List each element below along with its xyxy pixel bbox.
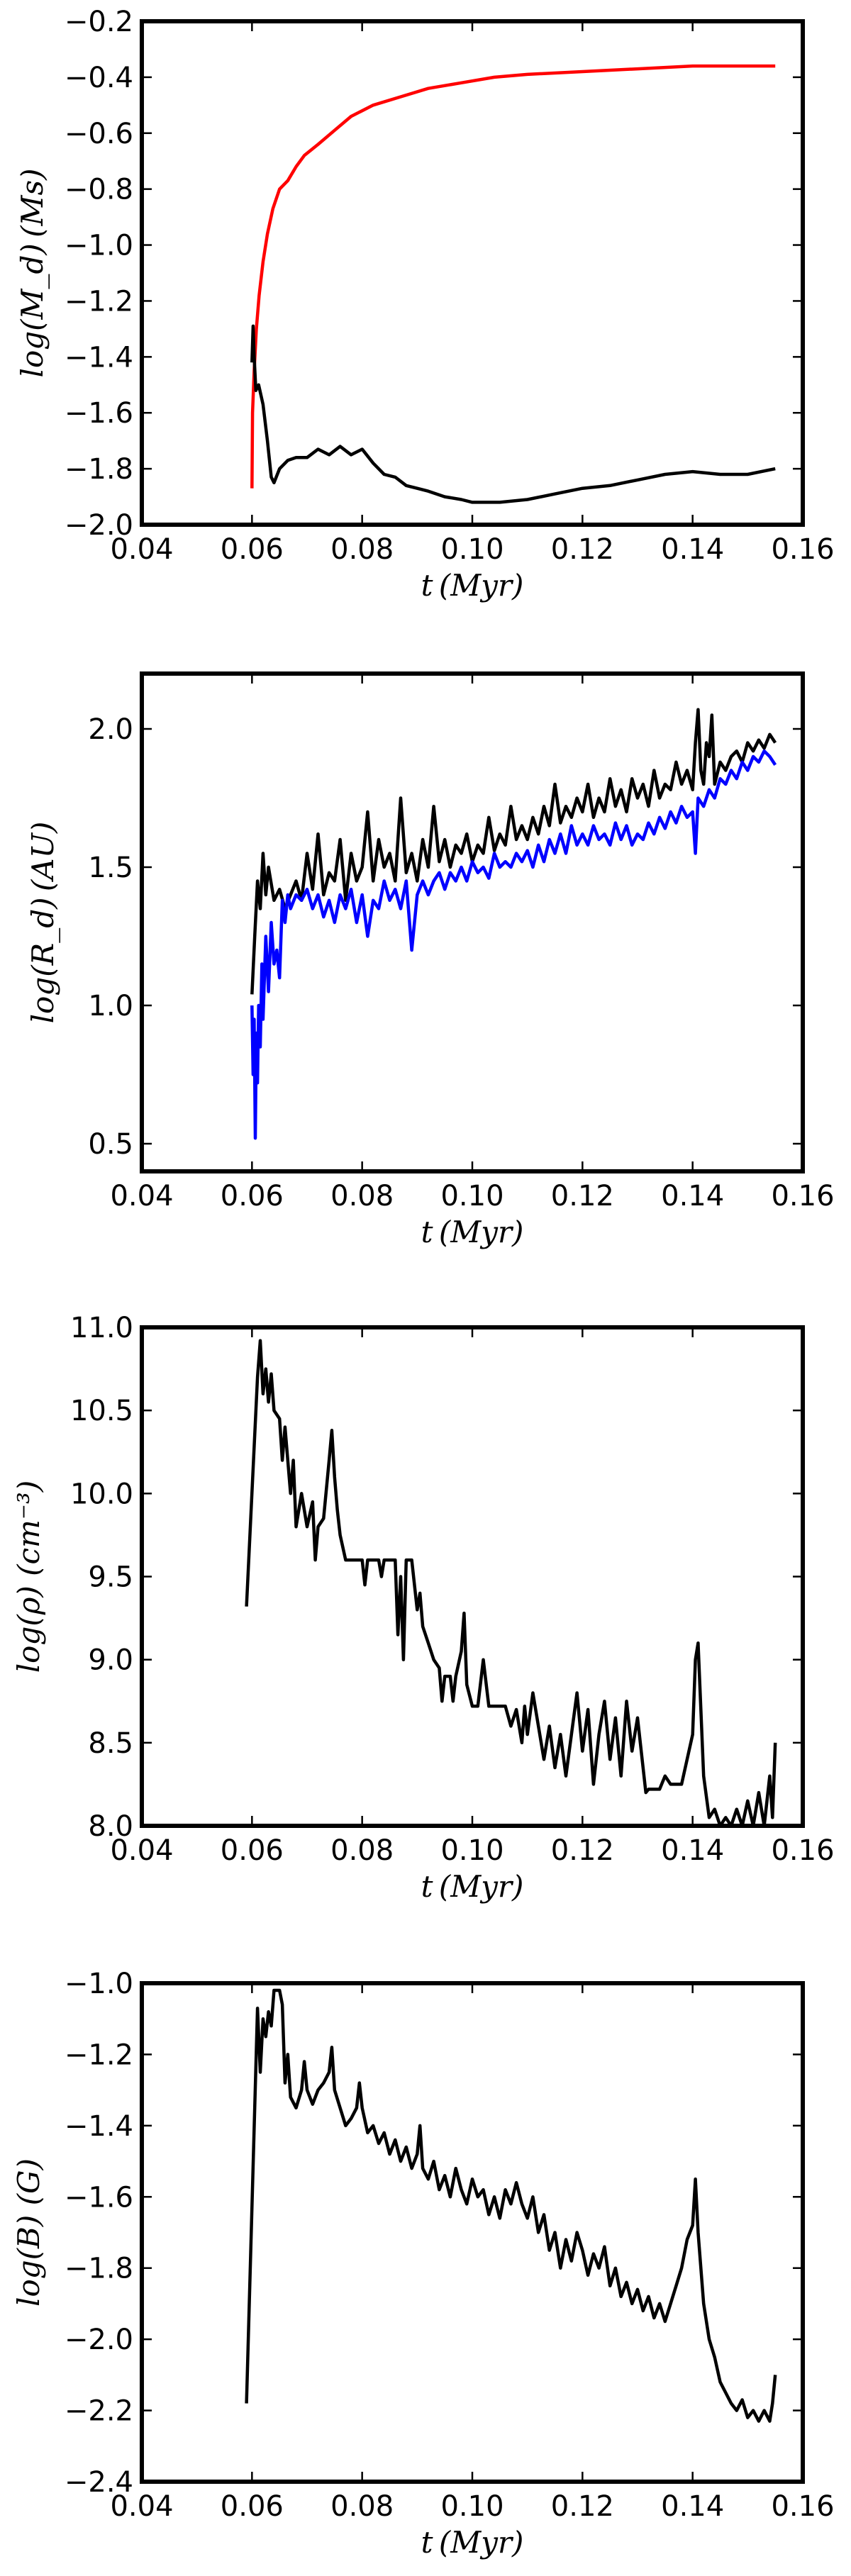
x-tick-label: 0.06	[221, 2490, 284, 2523]
x-tick-label: 0.04	[110, 1834, 173, 1867]
y-tick-label: 11.0	[70, 1312, 133, 1344]
x-tick-label: 0.08	[330, 2490, 394, 2523]
y-tick-label: −1.4	[65, 2110, 133, 2143]
panel-disk-mass: 0.04 0.06 0.08 0.10 0.12 0.14 0.16 −2.0 −1.8 −1.6…	[15, 6, 835, 603]
y-tick-label: −0.4	[65, 62, 133, 94]
x-axis-label: t (Myr)	[421, 1215, 524, 1249]
x-tick-label: 0.04	[110, 1180, 173, 1212]
y-tick-label: −0.6	[65, 118, 133, 150]
x-tick-label: 0.08	[330, 1180, 394, 1212]
panel-density: 0.04 0.06 0.08 0.10 0.12 0.14 0.16 8.0 8.5 9.0 9.5…	[11, 1312, 835, 1904]
y-tick-label: 9.0	[88, 1644, 133, 1677]
y-tick-label: −1.0	[65, 230, 133, 262]
x-tick-label: 0.06	[221, 1834, 284, 1867]
y-tick-label: 10.5	[70, 1395, 133, 1427]
x-tick-label: 0.14	[661, 533, 724, 566]
panel-disk-radius: 0.04 0.06 0.08 0.10 0.12 0.14 0.16 0.5 1.0 1.5 2.0…	[26, 671, 835, 1249]
x-tick-label: 0.10	[440, 533, 504, 566]
x-tick-label: 0.16	[771, 1180, 834, 1212]
x-tick-label: 0.06	[221, 1180, 284, 1212]
series-line-1	[245, 1339, 777, 1826]
y-tick-label: −1.2	[65, 285, 133, 318]
y-tick-label: −0.8	[65, 174, 133, 206]
y-axis-label: log(ρ) (cm⁻³)	[11, 1481, 46, 1673]
x-tick-label: 0.08	[330, 533, 394, 566]
x-tick-label: 0.08	[330, 1834, 394, 1867]
y-tick-label: −1.4	[65, 341, 133, 374]
x-tick-label: 0.12	[551, 533, 614, 566]
x-axis-label: t (Myr)	[421, 1869, 524, 1904]
series-line-1	[250, 64, 776, 489]
series-line-1	[245, 1988, 777, 2423]
x-axis-label: t (Myr)	[421, 568, 524, 603]
x-tick-label: 0.10	[440, 1834, 504, 1867]
x-tick-label: 0.04	[110, 2490, 173, 2523]
y-tick-label: −2.0	[65, 2324, 133, 2356]
y-tick-label: −2.4	[65, 2466, 133, 2499]
y-axis-label: log(R_d) (AU)	[26, 822, 60, 1024]
y-tick-label: −1.6	[65, 2181, 133, 2214]
panel-magnetic-field: 0.04 0.06 0.08 0.10 0.12 0.14 0.16 −2.4 −2.2 −2.0…	[11, 1968, 835, 2560]
y-tick-label: −1.6	[65, 397, 133, 430]
x-tick-label: 0.04	[110, 533, 173, 566]
x-tick-label: 0.16	[771, 533, 834, 566]
y-tick-label: 2.0	[88, 713, 133, 746]
series-line-1	[250, 708, 777, 995]
y-tick-label: 1.5	[88, 852, 133, 884]
y-tick-label: 1.0	[88, 990, 133, 1022]
y-tick-label: 0.5	[88, 1128, 133, 1161]
y-tick-label: −2.2	[65, 2395, 133, 2428]
y-tick-label: −1.8	[65, 453, 133, 486]
plot-frame	[140, 671, 805, 1173]
y-tick-label: 9.5	[88, 1561, 133, 1594]
x-tick-label: 0.14	[661, 1834, 724, 1867]
y-tick-label: −1.2	[65, 2039, 133, 2071]
x-tick-label: 0.14	[661, 2490, 724, 2523]
y-axis-label: log(B) (G)	[11, 2158, 46, 2307]
x-tick-label: 0.06	[221, 533, 284, 566]
x-tick-label: 0.12	[551, 1834, 614, 1867]
y-tick-label: −1.0	[65, 1968, 133, 2000]
plot-frame	[140, 19, 805, 527]
y-tick-label: 8.0	[88, 1810, 133, 1843]
y-tick-label: 8.5	[88, 1727, 133, 1760]
y-tick-label: −1.8	[65, 2253, 133, 2285]
x-tick-label: 0.12	[551, 1180, 614, 1212]
y-tick-label: −2.0	[65, 509, 133, 542]
series-line-2	[250, 324, 776, 504]
x-tick-label: 0.10	[440, 2490, 504, 2523]
y-tick-label: −0.2	[65, 6, 133, 38]
y-axis-label: log(M_d) (Ms)	[15, 169, 50, 378]
x-axis-label: t (Myr)	[421, 2525, 524, 2560]
y-tick-label: 10.0	[70, 1478, 133, 1510]
x-tick-label: 0.16	[771, 2490, 834, 2523]
x-tick-label: 0.16	[771, 1834, 834, 1867]
series-line-2	[250, 749, 777, 1140]
plot-frame	[140, 1981, 805, 2484]
x-tick-label: 0.14	[661, 1180, 724, 1212]
x-tick-label: 0.10	[440, 1180, 504, 1212]
x-tick-label: 0.12	[551, 2490, 614, 2523]
